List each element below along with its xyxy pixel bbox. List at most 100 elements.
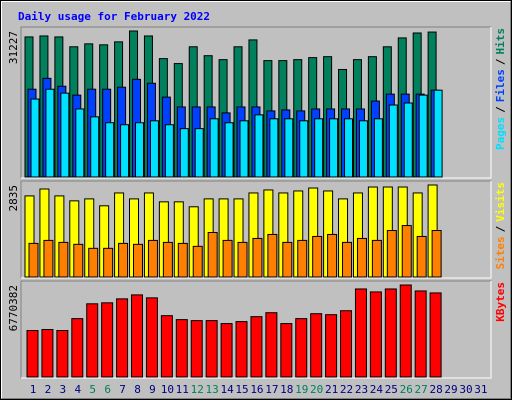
bar	[373, 118, 383, 178]
bar	[299, 120, 309, 178]
x-tick-label: 26	[400, 383, 413, 396]
bar	[329, 118, 339, 178]
x-tick-label: 4	[74, 383, 81, 396]
x-tick-label: 13	[206, 383, 219, 396]
x-tick-label: 16	[250, 383, 263, 396]
bar	[88, 247, 99, 278]
bar	[416, 235, 427, 278]
plot-bevel	[21, 181, 492, 279]
bar	[30, 98, 40, 178]
bar	[418, 94, 428, 178]
bar	[239, 120, 249, 178]
x-tick-label: 24	[370, 383, 384, 396]
bar	[45, 88, 55, 178]
bar	[224, 122, 234, 178]
x-tick-label: 5	[89, 383, 96, 396]
x-tick-label: 30	[459, 383, 472, 396]
legend-entry: KBytes	[494, 282, 507, 322]
x-tick-label: 25	[385, 383, 398, 396]
x-tick-label: 11	[176, 383, 189, 396]
bar	[354, 288, 367, 378]
bar	[312, 235, 323, 278]
legend-entry: Visits	[494, 182, 507, 222]
bar	[252, 237, 263, 278]
bar	[401, 225, 412, 278]
bar	[192, 245, 203, 278]
bar	[403, 102, 413, 178]
x-tick-label: 31	[474, 383, 487, 396]
bar	[194, 128, 204, 178]
bar	[43, 239, 54, 278]
bar	[356, 237, 367, 278]
bar	[284, 118, 294, 178]
bar	[220, 323, 233, 378]
x-tick-label: 9	[149, 383, 156, 396]
bar	[177, 242, 188, 278]
bar	[222, 239, 233, 278]
bar	[254, 114, 264, 178]
bar	[267, 233, 278, 278]
bar	[58, 241, 69, 278]
bar	[310, 313, 323, 378]
x-tick-label: 20	[310, 383, 323, 396]
bar	[190, 320, 203, 378]
x-tick-label: 3	[60, 383, 67, 396]
bar	[314, 118, 324, 178]
x-tick-label: 2	[45, 383, 52, 396]
x-tick-label: 12	[191, 383, 204, 396]
x-tick-label: 28	[429, 383, 442, 396]
legend: KBytes	[494, 282, 507, 322]
legend-entry: Pages	[494, 117, 507, 150]
bar	[371, 239, 382, 278]
chart-title: Daily usage for February 2022	[18, 10, 210, 23]
bar	[209, 118, 219, 178]
bar	[237, 241, 248, 278]
bar	[386, 230, 397, 278]
bar	[120, 124, 130, 178]
bar	[131, 294, 144, 378]
bar	[145, 297, 158, 378]
bar	[56, 330, 69, 378]
legend-entry: Sites	[494, 236, 507, 269]
bar	[86, 303, 99, 378]
bar	[358, 120, 368, 178]
bar	[340, 310, 353, 378]
bar	[399, 284, 412, 378]
bar	[250, 316, 263, 378]
bar	[118, 242, 129, 278]
legend-entry: Files	[494, 69, 507, 102]
bar	[175, 319, 188, 378]
bar	[149, 120, 159, 178]
bar	[179, 128, 189, 178]
bar	[164, 124, 174, 178]
bar	[342, 241, 353, 278]
bar	[265, 312, 278, 378]
bar	[160, 315, 173, 378]
bar	[429, 292, 442, 378]
bar	[207, 232, 218, 278]
x-tick-label: 10	[161, 383, 174, 396]
x-tick-label: 18	[280, 383, 293, 396]
x-tick-label: 21	[325, 383, 338, 396]
x-tick-label: 1	[30, 383, 37, 396]
x-tick-label: 6	[104, 383, 111, 396]
bar	[205, 320, 218, 378]
legend: Sites / Visits	[494, 182, 507, 270]
legend-separator: /	[494, 225, 507, 232]
bar	[133, 243, 144, 278]
x-tick-label: 22	[340, 383, 353, 396]
x-tick-label: 14	[220, 383, 234, 396]
bar	[433, 89, 443, 178]
bar	[295, 318, 308, 378]
y-tick-label: 31227	[7, 31, 20, 64]
bar	[41, 329, 54, 378]
legend: Pages / Files / Hits	[494, 28, 507, 150]
x-tick-label: 23	[355, 383, 368, 396]
bar	[60, 92, 70, 178]
x-tick-label: 19	[295, 383, 308, 396]
plot-bevel	[21, 27, 492, 179]
x-tick-label: 17	[265, 383, 278, 396]
